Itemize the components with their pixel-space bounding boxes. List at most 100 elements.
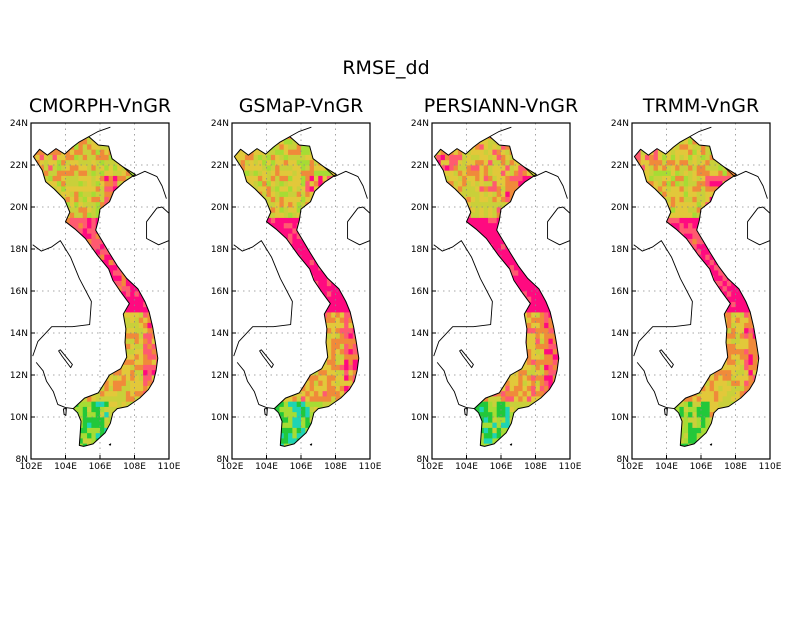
rmse-cell: [48, 175, 53, 182]
rmse-cell: [434, 422, 437, 428]
rmse-cell: [125, 238, 131, 245]
rmse-cell: [266, 317, 272, 323]
rmse-cell: [65, 380, 71, 386]
rmse-cell: [234, 270, 237, 276]
rmse-cell: [56, 165, 62, 171]
rmse-cell: [292, 322, 298, 329]
rmse-cell: [87, 249, 92, 255]
rmse-cell: [492, 406, 498, 413]
rmse-cell: [257, 390, 263, 397]
rmse-cell: [112, 348, 118, 355]
rmse-cell: [56, 369, 62, 376]
rmse-cell: [518, 322, 523, 329]
rmse-cell: [522, 291, 528, 297]
rmse-cell: [112, 369, 118, 376]
rmse-cell: [466, 380, 472, 386]
rmse-cell: [130, 422, 135, 428]
rmse-cell: [125, 207, 131, 213]
rmse-cell: [108, 338, 114, 344]
rmse-cell: [309, 212, 315, 218]
rmse-cell: [292, 354, 298, 360]
rmse-cell: [39, 254, 45, 260]
rmse-cell: [544, 385, 549, 392]
rmse-cell: [39, 375, 45, 381]
rmse-cell: [361, 333, 366, 339]
rmse-cell: [138, 301, 144, 308]
rmse-cell: [335, 338, 341, 344]
rmse-cell: [296, 149, 302, 155]
rmse-cell: [488, 411, 493, 418]
rmse-cell: [348, 396, 354, 402]
rmse-cell: [35, 385, 41, 392]
rmse-cell: [505, 411, 511, 418]
rmse-cell: [125, 291, 131, 297]
rmse-cell: [100, 136, 105, 140]
rmse-cell: [87, 327, 92, 334]
rmse-cell: [104, 417, 110, 423]
rmse-cell: [266, 380, 272, 386]
rmse-cell: [270, 222, 276, 229]
rmse-cell: [270, 401, 276, 407]
rmse-cell: [496, 411, 502, 418]
rmse-cell: [352, 343, 358, 350]
rmse-cell: [87, 165, 92, 171]
rmse-cell: [43, 343, 49, 350]
rmse-cell: [134, 149, 140, 155]
rmse-cell: [56, 427, 62, 434]
rmse-cell: [35, 264, 41, 271]
rmse-cell: [257, 380, 263, 386]
rmse-cell: [339, 165, 345, 171]
rmse-cell: [531, 354, 536, 360]
rmse-cell: [156, 369, 158, 376]
rmse-cell: [143, 401, 148, 407]
rmse-cell: [457, 443, 463, 447]
rmse-cell: [539, 359, 545, 365]
rmse-cell: [326, 411, 332, 418]
rmse-cell: [35, 170, 41, 176]
rmse-cell: [244, 411, 250, 418]
rmse-cell: [33, 180, 36, 187]
rmse-cell: [253, 338, 259, 344]
rmse-cell: [134, 354, 140, 360]
rmse-cell: [134, 396, 140, 402]
rmse-cell: [444, 422, 450, 428]
rmse-cell: [283, 296, 289, 302]
rmse-cell: [561, 286, 566, 292]
rmse-cell: [440, 432, 446, 439]
rmse-cell: [535, 364, 541, 371]
rmse-cell: [253, 264, 259, 271]
rmse-cell: [292, 217, 298, 224]
rmse-cell: [151, 354, 157, 360]
rmse-cell: [535, 312, 541, 318]
rmse-cell: [331, 369, 336, 376]
rmse-cell: [244, 296, 250, 302]
rmse-cell: [249, 296, 254, 302]
rmse-cell: [531, 359, 536, 365]
rmse-cell: [331, 422, 336, 428]
rmse-cell: [309, 270, 315, 276]
rmse-cell: [335, 144, 341, 150]
rmse-cell: [462, 417, 467, 423]
rmse-cell: [444, 322, 450, 329]
rmse-cell: [552, 432, 558, 439]
rmse-cell: [249, 170, 254, 176]
rmse-cell: [296, 306, 302, 313]
rmse-cell: [436, 306, 442, 313]
rmse-cell: [313, 136, 319, 140]
rmse-cell: [112, 228, 118, 234]
rmse-cell: [87, 396, 92, 402]
rmse-cell: [39, 186, 45, 192]
rmse-cell: [74, 165, 79, 171]
rmse-cell: [108, 406, 114, 413]
rmse-cell: [501, 411, 506, 418]
rmse-cell: [39, 432, 45, 439]
rmse-cell: [236, 222, 242, 229]
rmse-cell: [270, 327, 276, 334]
rmse-cell: [335, 259, 341, 266]
rmse-cell: [125, 186, 131, 192]
rmse-cell: [151, 191, 157, 197]
rmse-cell: [74, 291, 79, 297]
rmse-cell: [361, 354, 366, 360]
rmse-cell: [240, 136, 246, 140]
rmse-cell: [160, 270, 165, 276]
